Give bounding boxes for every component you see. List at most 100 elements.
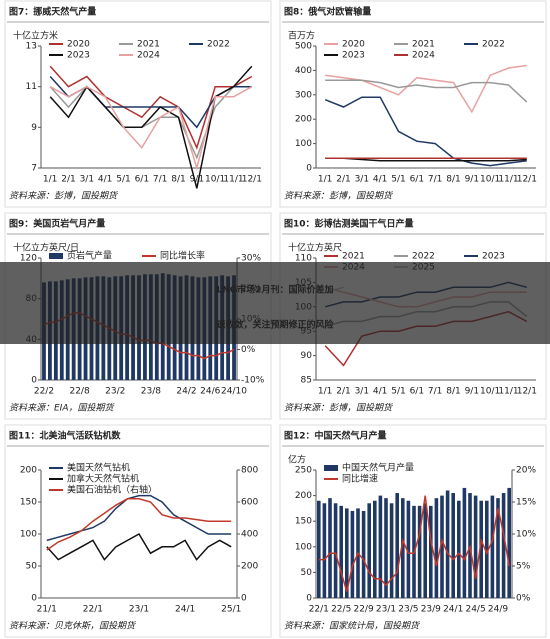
- x-tick-label: 11/1: [223, 175, 243, 185]
- figure-title: 图7：挪威天然气产量: [9, 6, 96, 18]
- x-tick-label: 4/1: [373, 175, 387, 185]
- y2-tick-label: 200: [241, 562, 258, 572]
- panel-border: [279, 0, 547, 208]
- y-tick-label: 11: [26, 82, 37, 92]
- y2-tick-label: 5%: [516, 562, 531, 572]
- x-tick-label: 6/1: [135, 175, 149, 185]
- x-tick-label: 12/1: [517, 387, 537, 397]
- bar: [339, 505, 343, 598]
- x-tick-label: 12/1: [517, 175, 537, 185]
- legend-label: 加拿大天然气钻机: [67, 473, 139, 485]
- x-tick-label: 24/10: [221, 387, 247, 397]
- series-line: [325, 79, 528, 103]
- legend-label: 2023: [342, 51, 365, 61]
- x-tick-label: 10/1: [480, 175, 500, 185]
- y2-tick-label: 10%: [516, 530, 536, 540]
- series-line: [49, 65, 253, 189]
- bar: [350, 510, 355, 598]
- x-tick-label: 11/1: [498, 387, 518, 397]
- panel-border: [4, 424, 272, 638]
- series-line: [46, 494, 232, 542]
- bar: [378, 495, 383, 598]
- legend-label: 2022: [482, 40, 505, 50]
- y2-tick-label: 0%: [241, 345, 256, 355]
- x-tick-label: 23/1: [376, 605, 396, 615]
- legend-label: 2023: [67, 51, 90, 61]
- bar: [322, 503, 327, 598]
- y-tick-label: 200: [295, 491, 312, 501]
- unit-label: 十亿立方英尺: [288, 242, 342, 254]
- y-tick-label: 0: [306, 164, 312, 174]
- y-tick-label: 100: [295, 542, 312, 552]
- y-tick-label: 100: [20, 530, 37, 540]
- legend-label: 2022: [412, 252, 435, 262]
- x-tick-label: 8/1: [171, 175, 185, 185]
- panel-border: [4, 0, 272, 208]
- bar: [501, 493, 506, 598]
- bar: [345, 508, 349, 598]
- figure-title: 图11：北美油气活跃钻机数: [9, 430, 122, 442]
- x-tick-label: 23/8: [141, 387, 161, 397]
- legend-label: 2021: [412, 40, 435, 50]
- bar: [417, 505, 422, 598]
- bar: [507, 487, 511, 598]
- y2-tick-label: 800: [241, 466, 258, 476]
- bar: [434, 498, 439, 598]
- bar: [479, 500, 483, 598]
- bar: [361, 510, 366, 598]
- source-note: 资料来源：彭博，国投期货: [9, 191, 119, 202]
- x-tick-label: 4/1: [373, 387, 387, 397]
- x-tick-label: 5/1: [391, 387, 405, 397]
- y-tick-label: 500: [295, 42, 312, 52]
- legend-label: 2024: [412, 51, 435, 61]
- bar: [328, 498, 332, 598]
- legend-label: 美国天然气钻机: [67, 462, 130, 474]
- source-note: 资料来源：彭博，国投期货: [284, 191, 394, 202]
- unit-label: 亿方: [288, 454, 306, 466]
- banner: [0, 262, 550, 344]
- y-tick-label: 200: [295, 115, 312, 125]
- bar: [451, 493, 455, 598]
- y-tick-label: 0: [306, 594, 312, 604]
- y2-tick-label: 20%: [516, 466, 536, 476]
- y-tick-label: 13: [26, 42, 37, 52]
- bar: [423, 503, 427, 598]
- bar: [485, 500, 489, 598]
- bar: [457, 500, 461, 598]
- y-tick-label: 9: [31, 123, 37, 133]
- x-tick-label: 9/1: [465, 387, 479, 397]
- figure-title: 图8：俄气对欧管输量: [284, 6, 371, 18]
- y-tick-label: 0: [31, 376, 37, 386]
- x-tick-label: 24/1: [175, 605, 195, 615]
- series-line: [46, 532, 232, 561]
- y2-tick-label: 0: [241, 594, 247, 604]
- unit-label: 十亿立方米: [13, 30, 58, 42]
- x-tick-label: 23/9: [421, 605, 441, 615]
- source-note: 资料来源：EIA，国投期货: [9, 403, 115, 414]
- legend-label: 2021: [342, 252, 365, 262]
- source-note: 资料来源：彭博，国投期货: [284, 403, 394, 414]
- x-tick-label: 24/1: [443, 605, 463, 615]
- y-tick-label: 150: [20, 498, 37, 508]
- x-tick-label: 8/1: [446, 175, 460, 185]
- bar: [490, 495, 495, 598]
- figure-title: 图10：彭博估测美国干气日产量: [284, 218, 414, 230]
- x-tick-label: 23/2: [105, 387, 125, 397]
- y-tick-label: 250: [295, 466, 312, 476]
- x-tick-label: 22/1: [83, 605, 103, 615]
- y-tick-label: 7: [31, 164, 37, 174]
- legend-label: 同比增速: [342, 473, 378, 485]
- x-tick-label: 7/1: [428, 175, 442, 185]
- series-line: [49, 85, 252, 160]
- series-line: [325, 157, 527, 162]
- x-tick-label: 1/1: [318, 175, 332, 185]
- y-tick-label: 50: [301, 568, 313, 578]
- x-tick-label: 5/1: [116, 175, 130, 185]
- y-tick-label: 400: [295, 66, 312, 76]
- x-tick-label: 2/1: [61, 175, 75, 185]
- y2-tick-label: 30%: [241, 254, 261, 264]
- y2-tick-label: 15%: [516, 498, 536, 508]
- figure-title: 图9：美国页岩气月产量: [9, 218, 105, 230]
- x-tick-label: 6/1: [410, 175, 424, 185]
- x-tick-label: 1/1: [43, 175, 57, 185]
